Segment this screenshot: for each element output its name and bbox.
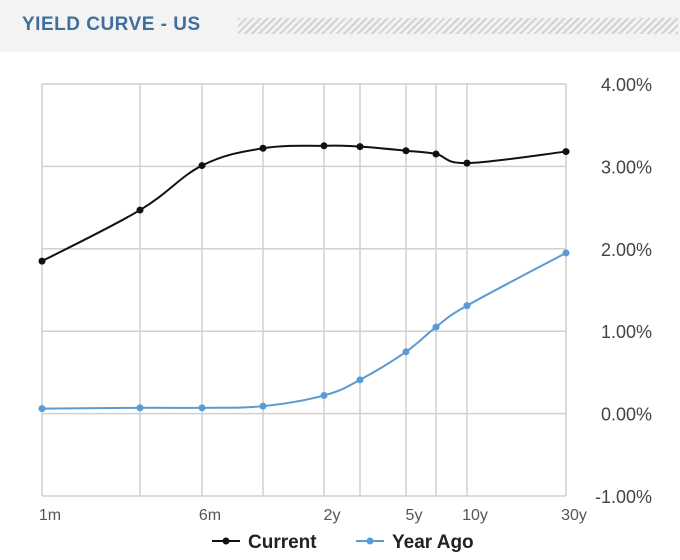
data-point[interactable] — [562, 148, 570, 156]
legend-label: Year Ago — [392, 532, 474, 553]
x-axis-labels: 1m 6m 2y 5y 10y 30y — [39, 507, 587, 524]
data-point[interactable] — [402, 348, 410, 356]
x-tick-label: 1m — [39, 507, 61, 524]
y-tick-label: 1.00% — [601, 322, 652, 342]
data-point[interactable] — [402, 147, 410, 155]
data-point[interactable] — [198, 162, 206, 170]
data-point[interactable] — [463, 302, 471, 310]
data-point[interactable] — [356, 376, 364, 384]
y-tick-label: 4.00% — [601, 75, 652, 95]
x-tick-label: 5y — [406, 507, 423, 524]
series-lines — [38, 142, 570, 413]
legend-marker — [366, 537, 374, 545]
data-point[interactable] — [259, 402, 267, 410]
data-point[interactable] — [320, 391, 328, 399]
y-tick-label: -1.00% — [595, 487, 652, 507]
y-tick-label: 0.00% — [601, 405, 652, 425]
legend-marker — [222, 537, 230, 545]
data-point[interactable] — [432, 150, 440, 158]
data-point[interactable] — [463, 159, 471, 167]
data-point[interactable] — [198, 404, 206, 412]
title-bar: YIELD CURVE - US — [0, 0, 680, 52]
x-tick-label: 6m — [199, 507, 221, 524]
series-line-current — [41, 144, 567, 263]
y-axis-labels: 4.00% 3.00% 2.00% 1.00% 0.00% -1.00% — [595, 75, 652, 507]
data-point[interactable] — [38, 405, 46, 413]
data-point[interactable] — [562, 249, 570, 257]
x-tick-label: 30y — [561, 507, 587, 524]
data-point[interactable] — [136, 206, 144, 214]
data-point[interactable] — [320, 142, 328, 150]
series-line-year-ago — [41, 252, 567, 410]
grid — [41, 83, 567, 497]
data-point[interactable] — [432, 323, 440, 331]
legend-item-current[interactable]: Current — [212, 532, 317, 553]
legend[interactable]: Current Year Ago — [212, 532, 474, 553]
legend-item-year-ago[interactable]: Year Ago — [356, 532, 474, 553]
y-tick-label: 2.00% — [601, 240, 652, 260]
data-point[interactable] — [136, 404, 144, 412]
data-point[interactable] — [259, 144, 267, 152]
x-tick-label: 10y — [462, 507, 488, 524]
x-tick-label: 2y — [324, 507, 341, 524]
chart-title: YIELD CURVE - US — [22, 14, 201, 35]
data-point[interactable] — [356, 143, 364, 151]
y-tick-label: 3.00% — [601, 157, 652, 177]
data-point[interactable] — [38, 257, 46, 265]
title-decoration — [238, 18, 678, 34]
legend-label: Current — [248, 532, 317, 553]
